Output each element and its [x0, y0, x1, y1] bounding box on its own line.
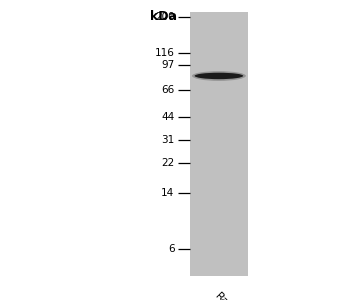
Text: Raji: Raji: [213, 291, 235, 300]
Text: 200: 200: [155, 12, 174, 22]
Ellipse shape: [192, 71, 246, 81]
Ellipse shape: [195, 73, 243, 79]
Text: 14: 14: [161, 188, 174, 198]
Bar: [190, 12, 248, 276]
Text: kDa: kDa: [150, 11, 177, 23]
Text: 44: 44: [161, 112, 174, 122]
Text: 66: 66: [161, 85, 174, 95]
Text: 31: 31: [161, 135, 174, 145]
Text: 22: 22: [161, 158, 174, 168]
Text: 116: 116: [155, 48, 174, 58]
Text: 6: 6: [168, 244, 174, 254]
Text: 97: 97: [161, 60, 174, 70]
